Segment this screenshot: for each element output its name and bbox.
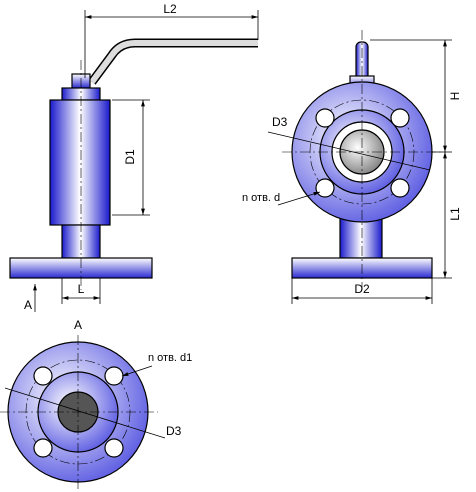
label-holes-d: n отв. d: [242, 192, 280, 204]
label-h: H: [448, 92, 462, 101]
label-l: L: [78, 282, 85, 296]
view-a-title: A: [74, 318, 82, 332]
side-view: H L1 D2 D3 n отв. d: [242, 30, 462, 304]
label-l2: L2: [163, 2, 177, 16]
view-a: A n отв. d1 D3: [0, 318, 192, 490]
label-d2: D2: [354, 282, 370, 296]
label-l1: L1: [448, 207, 462, 221]
front-view: L2 D1 L A: [9, 2, 259, 312]
label-holes-d1: n отв. d1: [148, 352, 192, 364]
label-d1: D1: [123, 149, 137, 165]
view-mark: A: [24, 298, 32, 312]
label-d3: D3: [272, 115, 288, 129]
label-d3-a: D3: [166, 424, 182, 438]
